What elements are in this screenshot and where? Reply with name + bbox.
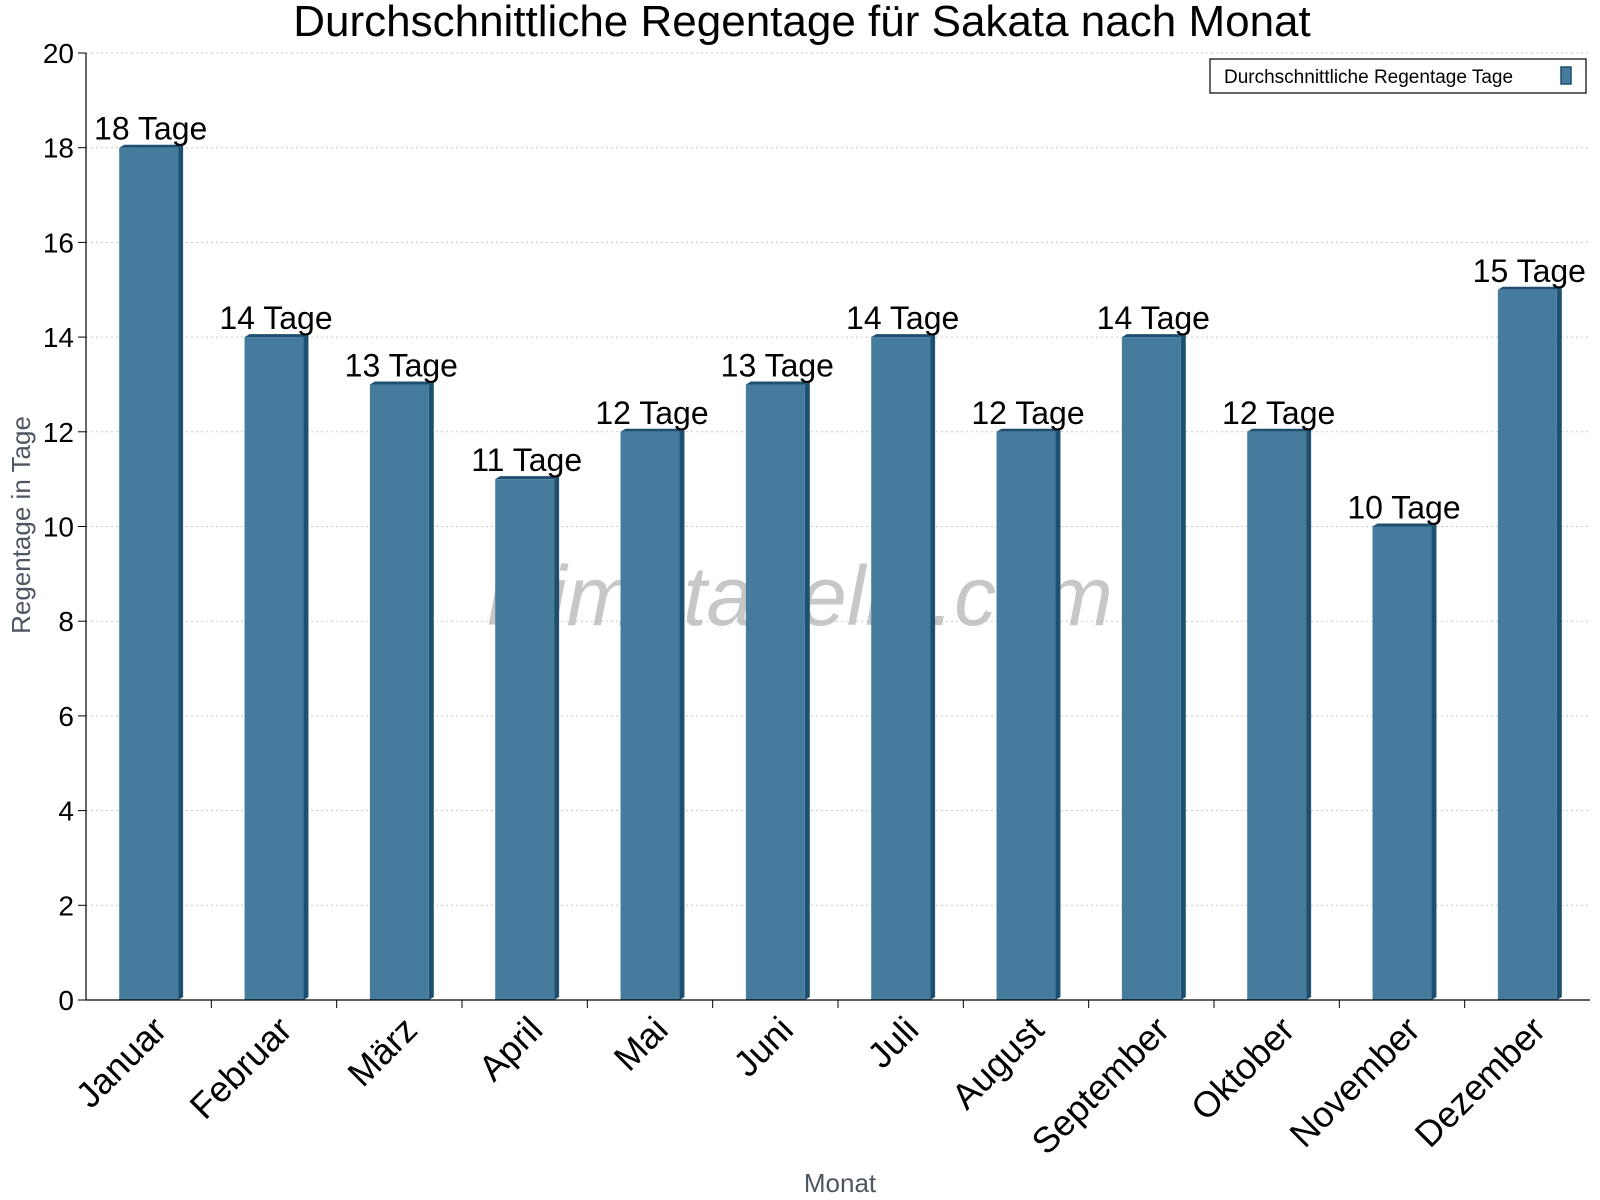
data-label: 12 Tage	[971, 395, 1084, 431]
bar	[620, 431, 680, 1000]
y-tick-label: 4	[58, 796, 74, 827]
gridlines	[86, 52, 1590, 906]
bar	[1247, 431, 1307, 1000]
y-tick-label: 18	[43, 133, 74, 164]
bar-side	[1180, 334, 1186, 1001]
bar-group	[996, 428, 1061, 1000]
data-label: 11 Tage	[471, 442, 582, 478]
bar	[996, 431, 1056, 1000]
bar-side	[1055, 428, 1061, 1000]
bar-top	[745, 381, 810, 385]
bar-group	[620, 428, 685, 1000]
y-tick-label: 2	[58, 890, 74, 921]
bar-side	[554, 476, 560, 1000]
y-tick-label: 20	[43, 38, 74, 69]
y-tick-label: 0	[58, 985, 74, 1016]
bar-top	[1497, 286, 1562, 290]
data-label: 13 Tage	[721, 347, 834, 383]
bar-top	[369, 381, 434, 385]
x-axis-label: Monat	[804, 1168, 877, 1198]
bar-top	[244, 334, 309, 338]
bar-group	[119, 144, 184, 1000]
legend-swatch	[1560, 66, 1572, 85]
bar-side	[679, 428, 685, 1000]
chart-title: Durchschnittliche Regentage für Sakata n…	[293, 0, 1310, 46]
bar-side	[303, 334, 309, 1001]
bar-group	[495, 476, 560, 1000]
bar-group	[1497, 286, 1562, 1000]
data-label: 12 Tage	[595, 395, 708, 431]
data-label: 10 Tage	[1347, 490, 1460, 526]
legend-box	[1209, 58, 1587, 94]
bar	[119, 147, 179, 1000]
y-tick-label: 6	[58, 701, 74, 732]
bar-top	[495, 476, 560, 480]
bar-side	[1431, 523, 1437, 1000]
bars	[119, 144, 1562, 1001]
y-tick-labels: 0 2 4 6 8 10 12 14 16 18 20	[43, 38, 74, 1016]
data-labels: 18 Tage 14 Tage 13 Tage 11 Tage 12 Tage 13 Ta…	[94, 111, 1586, 526]
bar	[244, 337, 304, 1001]
bar	[1497, 289, 1557, 1000]
bar-top	[1121, 334, 1186, 338]
y-tick-label: 8	[58, 606, 74, 637]
data-label: 18 Tage	[94, 111, 207, 147]
legend: Durchschnittliche Regentage Tage	[1209, 58, 1587, 94]
bar-group	[745, 381, 810, 1000]
bar	[1372, 526, 1432, 1000]
bar-top	[119, 144, 184, 148]
data-label: 13 Tage	[345, 347, 458, 383]
data-label: 14 Tage	[846, 300, 959, 336]
data-label: 14 Tage	[1097, 300, 1210, 336]
bar-side	[1306, 428, 1312, 1000]
bar	[871, 337, 931, 1001]
bar-side	[930, 334, 936, 1001]
bar-group	[1247, 428, 1312, 1000]
data-label: 14 Tage	[219, 300, 332, 336]
bar-group	[369, 381, 434, 1000]
y-tick-label: 12	[43, 417, 74, 448]
bar	[745, 384, 805, 1000]
y-tick-label: 16	[43, 227, 74, 258]
bar	[495, 479, 555, 1000]
bar-top	[996, 428, 1061, 432]
bar-top	[620, 428, 685, 432]
bar-top	[1372, 523, 1437, 527]
bar-group	[1121, 334, 1186, 1001]
y-tick-label: 14	[43, 322, 74, 353]
bar-side	[804, 381, 810, 1000]
bar	[1121, 337, 1181, 1001]
bar-side	[428, 381, 434, 1000]
y-tick-label: 10	[43, 512, 74, 543]
bar-group	[244, 334, 309, 1001]
bar-side	[178, 144, 184, 1000]
bar-group	[871, 334, 936, 1001]
bar	[369, 384, 429, 1000]
legend-label: Durchschnittliche Regentage Tage	[1224, 67, 1513, 88]
data-label: 15 Tage	[1473, 253, 1586, 289]
bar-side	[1556, 286, 1562, 1000]
bar-group	[1372, 523, 1437, 1000]
data-label: 12 Tage	[1222, 395, 1335, 431]
axes	[78, 52, 1590, 1008]
bar-top	[1247, 428, 1312, 432]
y-axis-label: Regentage in Tage	[6, 416, 36, 634]
bar-top	[871, 334, 936, 338]
